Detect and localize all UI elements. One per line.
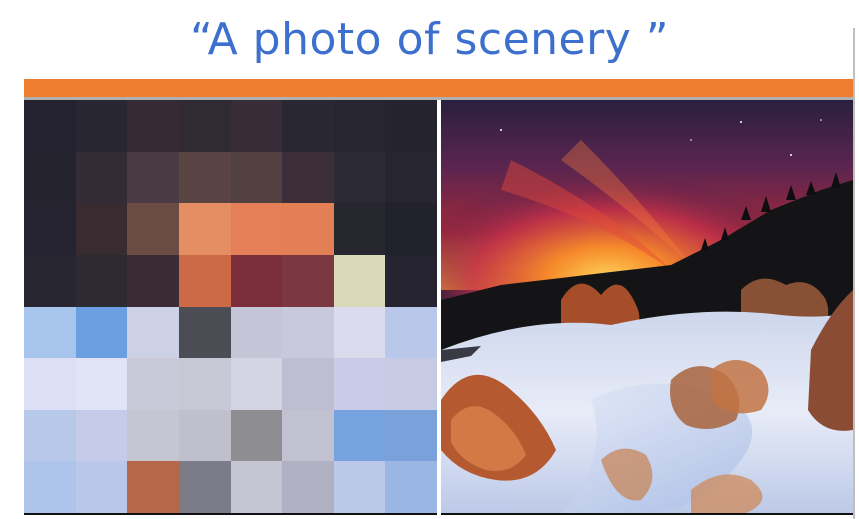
pixel-cell [385,461,437,513]
pixel-cell [282,409,334,462]
orange-divider-bar [24,79,853,97]
pixel-cell [282,254,334,307]
pixel-cell [24,203,76,255]
pixel-cell [75,151,128,204]
pixel-cell [282,203,334,255]
pixel-cell [333,254,386,307]
right-border-line [853,28,855,519]
pixel-cell [178,254,231,307]
pixel-cell [24,151,76,204]
pixel-cell [282,461,334,513]
pixel-cell [333,203,386,255]
pixel-cell [333,306,386,359]
pixel-cell [178,409,231,462]
pixel-cell [385,100,437,152]
pixel-cell [230,306,283,359]
pixel-cell [75,409,128,462]
pixel-cell [75,306,128,359]
pixel-cell [24,254,76,307]
gray-divider-line [24,97,853,100]
pixel-cell [178,151,231,204]
pixel-cell [24,306,76,359]
pixel-cell [230,409,283,462]
pixel-cell [75,461,128,513]
pixel-cell [24,100,76,152]
pixel-cell [385,151,437,204]
pixel-cell [282,358,334,410]
pixel-cell [385,358,437,410]
pixel-cell [127,306,179,359]
pixel-cell [230,358,283,410]
scenery-photo [441,100,853,515]
pixel-cell [178,358,231,410]
pixel-cell [178,306,231,359]
pixel-cell [230,461,283,513]
pixel-cell [333,151,386,204]
pixel-cell [230,100,283,152]
pixel-cell [127,100,179,152]
pixel-cell [127,151,179,204]
pixel-cell [230,203,283,255]
page-title: “A photo of scenery ” [189,14,670,65]
pixel-cell [385,306,437,359]
pixel-cell [385,409,437,462]
pixel-cell [75,100,128,152]
pixel-cell [333,461,386,513]
pixel-cell [127,254,179,307]
pixel-cell [333,358,386,410]
pixel-cell [282,100,334,152]
pixel-cell [127,409,179,462]
pixel-cell [24,461,76,513]
pixelated-image [24,100,437,515]
pixel-cell [75,358,128,410]
pixel-cell [127,358,179,410]
pixel-cell [333,409,386,462]
pixel-cell [385,254,437,307]
pixel-cell [385,203,437,255]
pixel-cell [75,203,128,255]
pixel-cell [24,409,76,462]
pixel-cell [178,203,231,255]
pixel-cell [282,151,334,204]
pixel-cell [127,203,179,255]
pixel-cell [75,254,128,307]
pixel-cell [24,358,76,410]
pixel-cell [127,461,179,513]
pixel-cell [230,151,283,204]
pixel-cell [333,100,386,152]
pixel-cell [178,461,231,513]
pixel-cell [178,100,231,152]
pixel-cell [230,254,283,307]
pixel-cell [282,306,334,359]
